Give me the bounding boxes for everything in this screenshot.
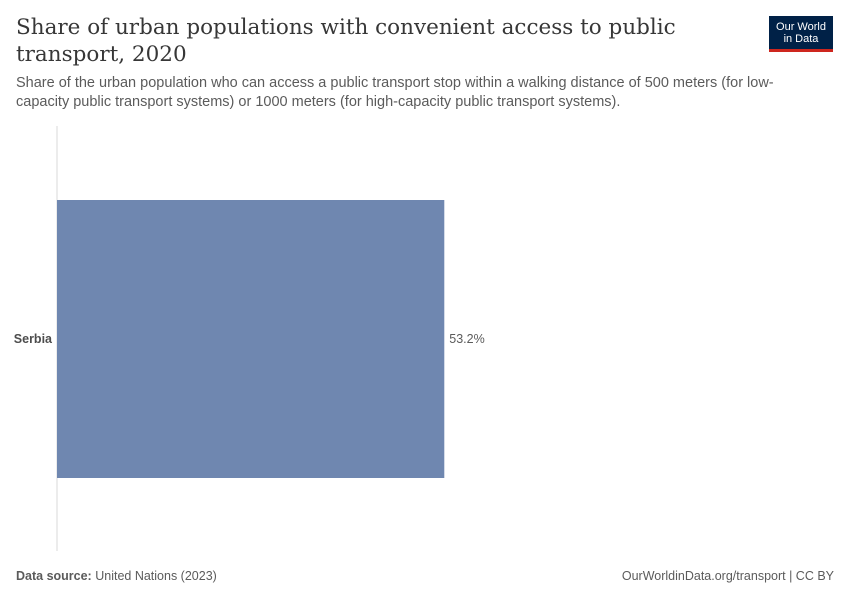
data-source: Data source: United Nations (2023) <box>16 569 217 583</box>
category-label: Serbia <box>14 332 53 346</box>
value-label: 53.2% <box>449 332 484 346</box>
logo-line-2: in Data <box>783 33 819 45</box>
credit-link[interactable]: OurWorldinData.org/transport | CC BY <box>621 569 834 583</box>
data-source-value[interactable]: United Nations (2023) <box>95 569 217 583</box>
chart-subtitle: Share of the urban population who can ac… <box>16 75 774 110</box>
data-source-label: Data source: <box>16 569 92 583</box>
bar-serbia[interactable] <box>57 200 445 478</box>
chart-title: Share of urban populations with convenie… <box>16 15 676 67</box>
logo-line-1: Our World <box>776 21 826 33</box>
owid-logo[interactable]: Our World in Data <box>769 16 833 52</box>
